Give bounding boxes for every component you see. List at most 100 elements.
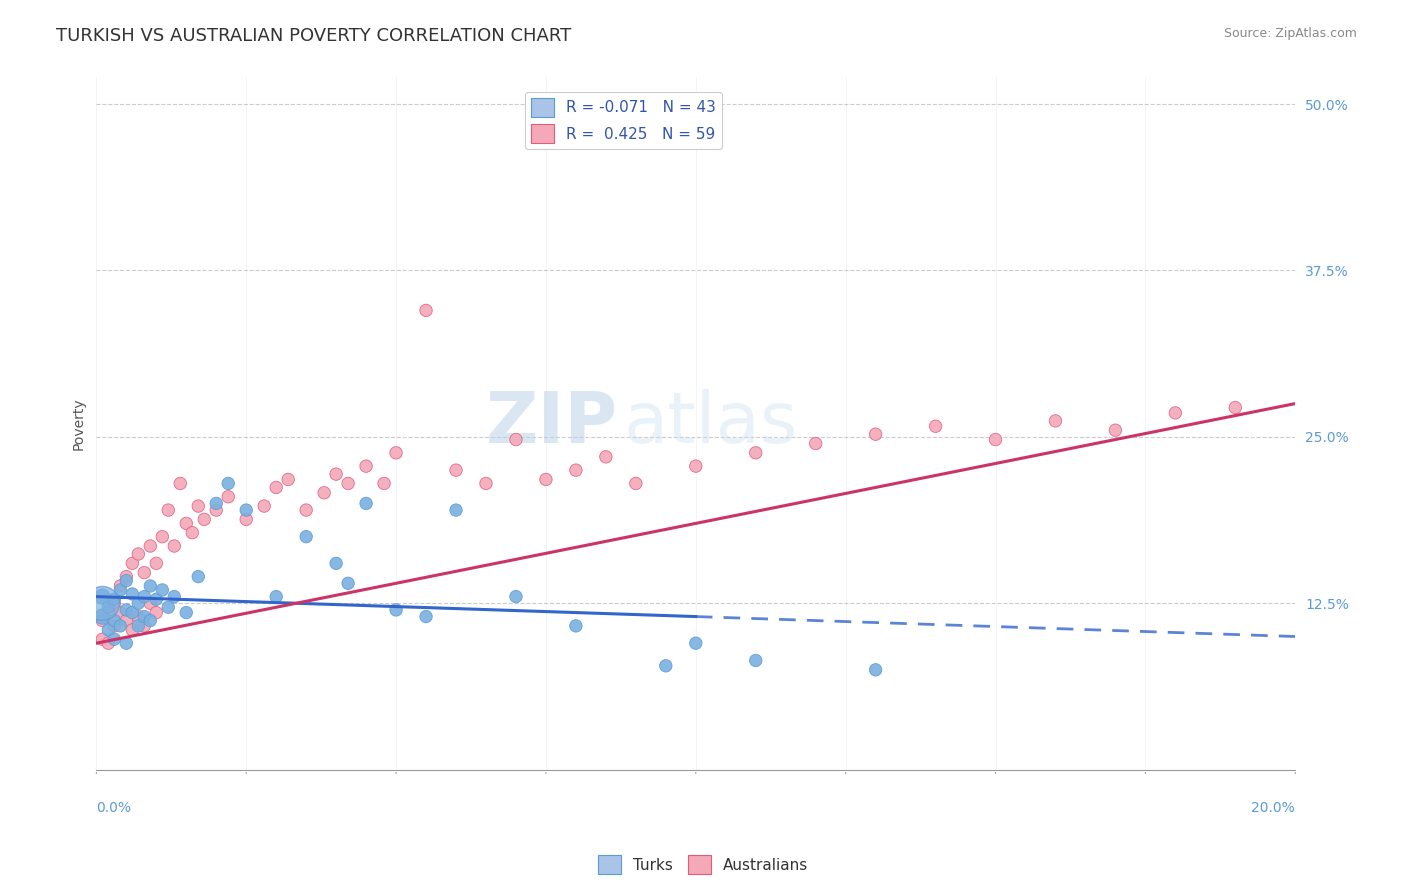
Point — [325, 467, 347, 482]
Point — [235, 512, 257, 526]
Point — [865, 663, 887, 677]
Point — [337, 476, 360, 491]
Point — [444, 463, 467, 477]
Text: TURKISH VS AUSTRALIAN POVERTY CORRELATION CHART: TURKISH VS AUSTRALIAN POVERTY CORRELATIO… — [56, 27, 571, 45]
Point — [163, 590, 186, 604]
Legend: Turks, Australians: Turks, Australians — [592, 849, 814, 880]
Point — [804, 436, 827, 450]
Point — [97, 606, 120, 620]
Point — [97, 623, 120, 637]
Point — [193, 512, 215, 526]
Point — [110, 619, 132, 633]
Legend: R = -0.071   N = 43, R =  0.425   N = 59: R = -0.071 N = 43, R = 0.425 N = 59 — [526, 92, 723, 149]
Point — [134, 619, 156, 633]
Point — [1045, 414, 1067, 428]
Point — [110, 579, 132, 593]
Point — [169, 476, 191, 491]
Point — [865, 427, 887, 442]
Point — [187, 569, 209, 583]
Point — [139, 579, 162, 593]
Text: 0.0%: 0.0% — [97, 801, 131, 814]
Point — [134, 566, 156, 580]
Point — [277, 473, 299, 487]
Point — [91, 609, 114, 624]
Point — [127, 547, 149, 561]
Point — [1104, 423, 1126, 437]
Point — [103, 619, 125, 633]
Point — [745, 653, 768, 667]
Point — [127, 609, 149, 624]
Point — [595, 450, 617, 464]
Point — [1164, 406, 1187, 420]
Text: Source: ZipAtlas.com: Source: ZipAtlas.com — [1223, 27, 1357, 40]
Point — [91, 596, 114, 610]
Point — [121, 557, 143, 571]
Point — [139, 596, 162, 610]
Point — [115, 574, 138, 588]
Y-axis label: Poverty: Poverty — [72, 397, 86, 450]
Point — [373, 476, 395, 491]
Point — [121, 606, 143, 620]
Point — [97, 600, 120, 615]
Point — [685, 636, 707, 650]
Point — [264, 480, 287, 494]
Point — [624, 476, 647, 491]
Point — [121, 587, 143, 601]
Point — [1225, 401, 1247, 415]
Point — [565, 463, 588, 477]
Point — [121, 623, 143, 637]
Text: 20.0%: 20.0% — [1251, 801, 1295, 814]
Point — [385, 603, 408, 617]
Point — [127, 596, 149, 610]
Point — [110, 606, 132, 620]
Point — [565, 619, 588, 633]
Text: atlas: atlas — [624, 389, 799, 458]
Point — [145, 606, 167, 620]
Point — [115, 614, 138, 628]
Point — [415, 609, 437, 624]
Point — [505, 590, 527, 604]
Point — [139, 539, 162, 553]
Point — [127, 619, 149, 633]
Point — [354, 459, 377, 474]
Point — [205, 496, 228, 510]
Point — [103, 632, 125, 647]
Point — [163, 539, 186, 553]
Point — [115, 569, 138, 583]
Point — [505, 433, 527, 447]
Point — [91, 590, 114, 604]
Point — [174, 516, 197, 531]
Point — [295, 503, 318, 517]
Point — [134, 590, 156, 604]
Point — [984, 433, 1007, 447]
Point — [415, 303, 437, 318]
Point — [325, 557, 347, 571]
Text: ZIP: ZIP — [485, 389, 617, 458]
Point — [157, 600, 180, 615]
Point — [139, 614, 162, 628]
Point — [385, 446, 408, 460]
Point — [217, 476, 239, 491]
Point — [253, 499, 276, 513]
Point — [205, 503, 228, 517]
Point — [187, 499, 209, 513]
Point — [103, 596, 125, 610]
Point — [264, 590, 287, 604]
Point — [145, 557, 167, 571]
Point — [150, 582, 173, 597]
Point — [97, 636, 120, 650]
Point — [745, 446, 768, 460]
Point — [685, 459, 707, 474]
Point — [534, 473, 557, 487]
Point — [235, 503, 257, 517]
Point — [145, 592, 167, 607]
Point — [110, 582, 132, 597]
Point — [181, 525, 204, 540]
Point — [444, 503, 467, 517]
Point — [354, 496, 377, 510]
Point — [103, 614, 125, 628]
Point — [103, 592, 125, 607]
Point — [115, 603, 138, 617]
Point — [150, 530, 173, 544]
Point — [91, 614, 114, 628]
